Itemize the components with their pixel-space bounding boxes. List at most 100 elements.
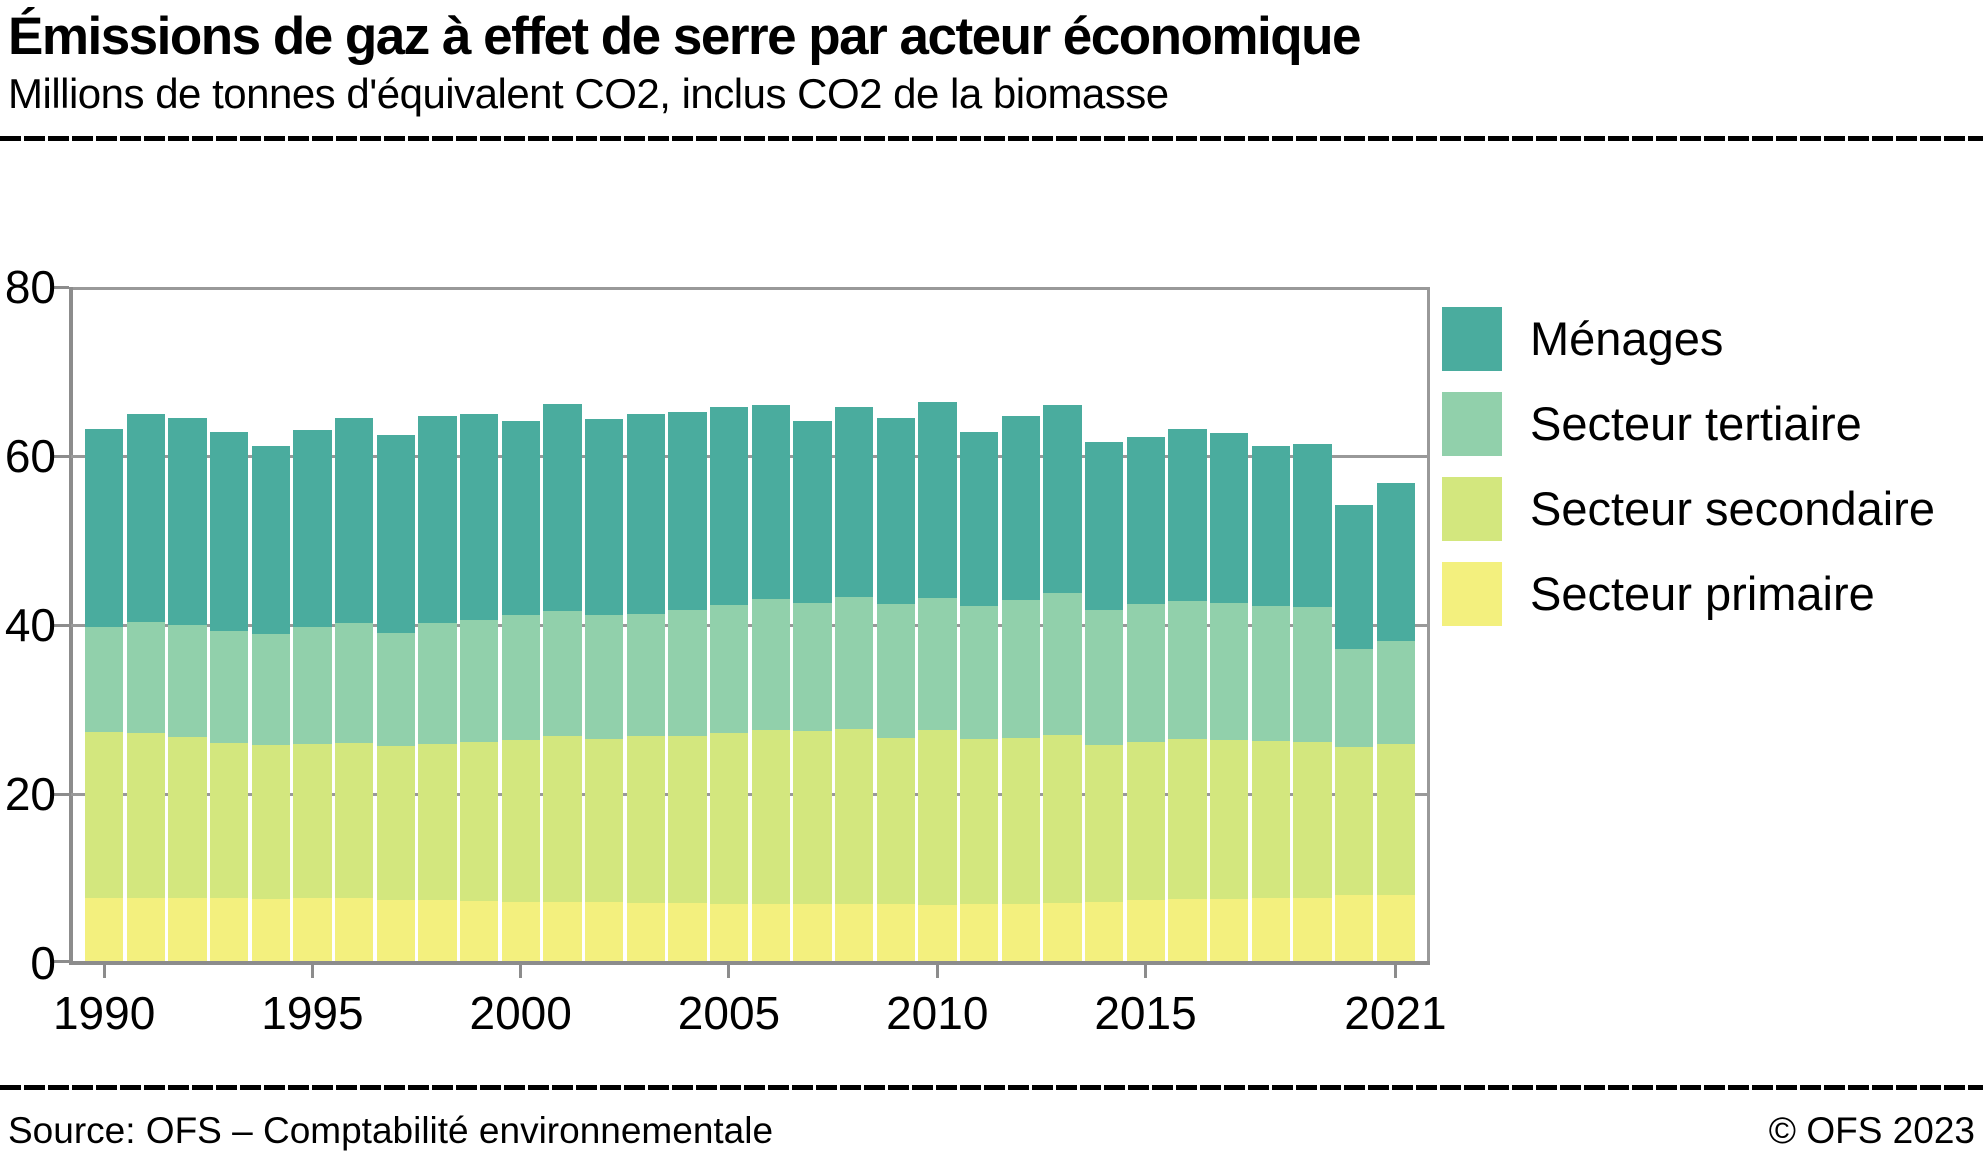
bar-2021-secteur-tertiaire	[1376, 640, 1416, 744]
bar-2009-secteur-tertiaire	[876, 603, 916, 738]
bar-2018-secteur-tertiaire	[1251, 606, 1291, 742]
bar-1996-secteur-tertiaire	[335, 623, 374, 744]
bar-2009-menages	[876, 417, 916, 604]
bar-2021-secteur-primaire	[1376, 895, 1416, 961]
bar-2011-secteur-secondaire	[960, 738, 999, 905]
bar-2020-secteur-tertiaire	[1335, 649, 1374, 748]
bar-1994-menages	[251, 445, 290, 635]
bar-2020-secteur-primaire	[1335, 895, 1374, 961]
y-tick-80	[51, 285, 69, 289]
bar-1998-secteur-tertiaire	[418, 623, 457, 744]
bar-1991-secteur-tertiaire	[126, 622, 165, 733]
plot-area: 0 20 40 60 80 1990 1995 2000 2005 2010 2015 2021	[5, 264, 1447, 1036]
bar-2010-secteur-secondaire	[918, 730, 957, 906]
bar-1997-secteur-secondaire	[376, 746, 416, 901]
bar-2017-secteur-primaire	[1210, 899, 1249, 961]
chart-subtitle: Millions de tonnes d'équivalent CO2, inc…	[8, 70, 1169, 117]
bar-2011-secteur-tertiaire	[960, 606, 999, 739]
x-tick-1990	[102, 965, 106, 978]
bar-1994	[251, 445, 290, 961]
bar-1999-secteur-tertiaire	[460, 620, 499, 743]
y-tick-40	[51, 623, 69, 627]
bar-2018-menages	[1251, 445, 1291, 607]
bar-2002-menages	[585, 419, 624, 616]
bar-2007	[793, 421, 832, 961]
x-axis-label-2021: 2021	[1344, 987, 1447, 1039]
bar-2019	[1293, 443, 1332, 961]
bar-2008-secteur-primaire	[835, 903, 874, 961]
bar-2016-secteur-secondaire	[1168, 738, 1207, 900]
bar-2006	[751, 405, 791, 961]
bar-2015-secteur-primaire	[1126, 900, 1166, 961]
x-axis-label-2005: 2005	[677, 987, 781, 1039]
x-axis-line	[69, 961, 1430, 965]
bar-2014-secteur-primaire	[1085, 901, 1124, 961]
bar-1993-secteur-primaire	[210, 898, 249, 961]
bar-2005-secteur-secondaire	[710, 732, 749, 904]
bar-2007-secteur-tertiaire	[793, 602, 832, 732]
bar-2002	[585, 419, 624, 961]
bar-1997-secteur-tertiaire	[376, 633, 416, 747]
bar-1992-secteur-secondaire	[168, 737, 207, 899]
bar-1994-secteur-tertiaire	[251, 634, 290, 745]
x-axis-label-2010: 2010	[886, 987, 989, 1039]
x-tick-2021	[1393, 965, 1397, 978]
bar-2004-menages	[668, 411, 707, 611]
bar-2002-secteur-secondaire	[585, 738, 624, 902]
bar-1990-secteur-primaire	[85, 897, 124, 961]
bar-1993	[210, 432, 249, 961]
bar-2019-secteur-primaire	[1293, 897, 1332, 961]
bar-2008-secteur-tertiaire	[835, 596, 874, 730]
bar-1990-secteur-tertiaire	[85, 627, 124, 733]
bar-2000	[501, 421, 541, 961]
bar-2000-secteur-secondaire	[501, 739, 541, 902]
bar-2014-menages	[1085, 442, 1124, 610]
y-tick-20	[51, 792, 69, 796]
bars-container	[85, 287, 1416, 961]
gridline-40	[71, 623, 1430, 627]
bar-2019-menages	[1293, 443, 1332, 607]
bar-2019-secteur-secondaire	[1293, 742, 1332, 898]
bar-2017-menages	[1210, 432, 1249, 603]
bar-2015-secteur-secondaire	[1126, 742, 1166, 901]
bar-2011	[960, 432, 999, 961]
bar-2004-secteur-tertiaire	[668, 610, 707, 737]
bar-2021-secteur-secondaire	[1376, 743, 1416, 896]
bar-1991-secteur-primaire	[126, 897, 165, 961]
bar-2009-secteur-primaire	[876, 903, 916, 961]
bar-2011-secteur-primaire	[960, 904, 999, 961]
x-axis-label-2000: 2000	[469, 987, 572, 1039]
bar-1996	[335, 417, 374, 961]
bar-2009-secteur-secondaire	[876, 737, 916, 904]
bar-2015	[1126, 437, 1166, 961]
bar-2006-menages	[751, 405, 791, 599]
bar-2006-secteur-primaire	[751, 903, 791, 961]
x-tick-2000	[519, 965, 523, 978]
bar-2012-secteur-tertiaire	[1001, 600, 1041, 738]
legend-label-secteur-secondaire: Secteur secondaire	[1530, 482, 1935, 535]
legend-swatch-secteur-primaire	[1442, 562, 1502, 626]
source-text: Source: OFS – Comptabilité environnement…	[8, 1110, 774, 1151]
bar-2012-secteur-primaire	[1001, 903, 1041, 961]
bar-1999	[460, 414, 499, 961]
bar-2016-secteur-primaire	[1168, 899, 1207, 961]
y-tick-60	[51, 454, 69, 458]
bar-2017	[1210, 432, 1249, 961]
x-axis-label-2015: 2015	[1094, 987, 1197, 1039]
bar-1990-secteur-secondaire	[85, 732, 124, 898]
bar-2005-menages	[710, 406, 749, 606]
y-axis-label-60: 60	[4, 430, 56, 482]
bar-2005	[710, 406, 749, 961]
gridline-20	[71, 792, 1430, 796]
copyright-text: © OFS 2023	[1768, 1110, 1975, 1151]
bar-1990-menages	[85, 428, 124, 628]
bar-2020-menages	[1335, 504, 1374, 650]
bar-2003-secteur-tertiaire	[626, 613, 666, 737]
bar-2004-secteur-primaire	[668, 902, 707, 961]
bar-2001	[543, 404, 582, 961]
bottom-divider-rule	[0, 1085, 1983, 1090]
legend-label-secteur-tertiaire: Secteur tertiaire	[1530, 397, 1862, 450]
bar-2008	[835, 406, 874, 961]
bar-2013-menages	[1043, 405, 1082, 594]
x-tick-2015	[1144, 965, 1148, 978]
